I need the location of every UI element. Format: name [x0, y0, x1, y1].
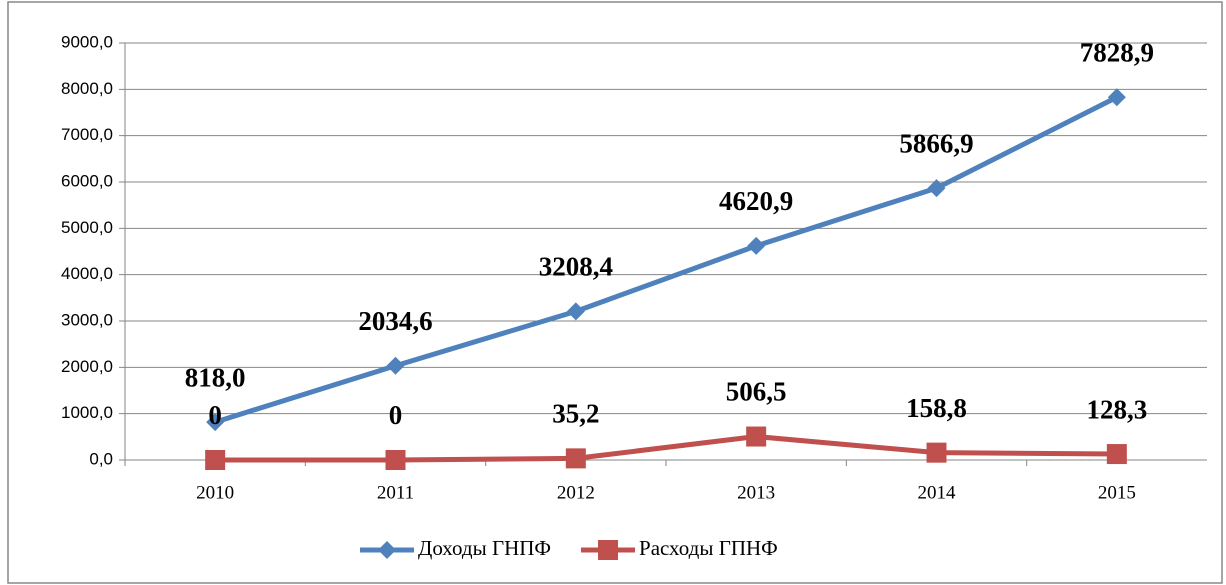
data-label: 506,5	[726, 377, 787, 407]
y-tick-label: 3000,0	[61, 310, 113, 329]
data-point	[385, 450, 406, 470]
y-tick-label: 8000,0	[61, 79, 113, 98]
data-point	[747, 236, 766, 255]
data-label: 128,3	[1086, 394, 1147, 424]
x-tick-label: 2013	[737, 482, 775, 503]
data-label: 0	[208, 400, 222, 430]
data-label: 5866,9	[899, 128, 973, 158]
data-point	[566, 302, 585, 321]
y-tick-label: 9000,0	[61, 32, 113, 51]
data-point	[386, 356, 405, 375]
x-tick-label: 2010	[196, 482, 234, 503]
legend-marker	[378, 541, 396, 559]
legend-marker	[598, 540, 619, 560]
y-tick-label: 2000,0	[61, 357, 113, 376]
y-tick-label: 7000,0	[61, 125, 113, 144]
chart-border	[7, 1, 1223, 584]
data-point	[205, 450, 226, 470]
data-label: 158,8	[906, 393, 967, 423]
data-label: 2034,6	[358, 306, 432, 336]
y-tick-label: 1000,0	[61, 403, 113, 422]
data-label: 35,2	[552, 399, 599, 429]
y-tick-label: 0,0	[89, 449, 113, 468]
data-point	[926, 442, 947, 463]
data-label: 4620,9	[719, 186, 793, 216]
series-line	[215, 434, 1117, 463]
x-tick-label: 2015	[1098, 482, 1136, 503]
y-tick-label: 6000,0	[61, 171, 113, 190]
x-tick-label: 2014	[918, 482, 957, 503]
x-tick-label: 2012	[557, 482, 595, 503]
data-point	[746, 426, 767, 447]
legend-label: Доходы ГНПФ	[418, 536, 551, 560]
data-label: 0	[389, 400, 403, 430]
y-tick-label: 4000,0	[61, 264, 113, 283]
y-tick-label: 5000,0	[61, 218, 113, 237]
legend-label: Расходы ГПНФ	[639, 536, 778, 560]
data-point	[565, 448, 586, 469]
series-line	[214, 95, 1118, 425]
x-tick-label: 2011	[377, 482, 414, 503]
data-point	[927, 179, 946, 198]
data-label: 3208,4	[539, 252, 613, 282]
data-label: 7828,9	[1080, 37, 1154, 67]
data-point	[206, 413, 225, 432]
data-point	[1106, 444, 1127, 465]
data-label: 818,0	[185, 362, 246, 392]
data-point	[1107, 88, 1126, 107]
